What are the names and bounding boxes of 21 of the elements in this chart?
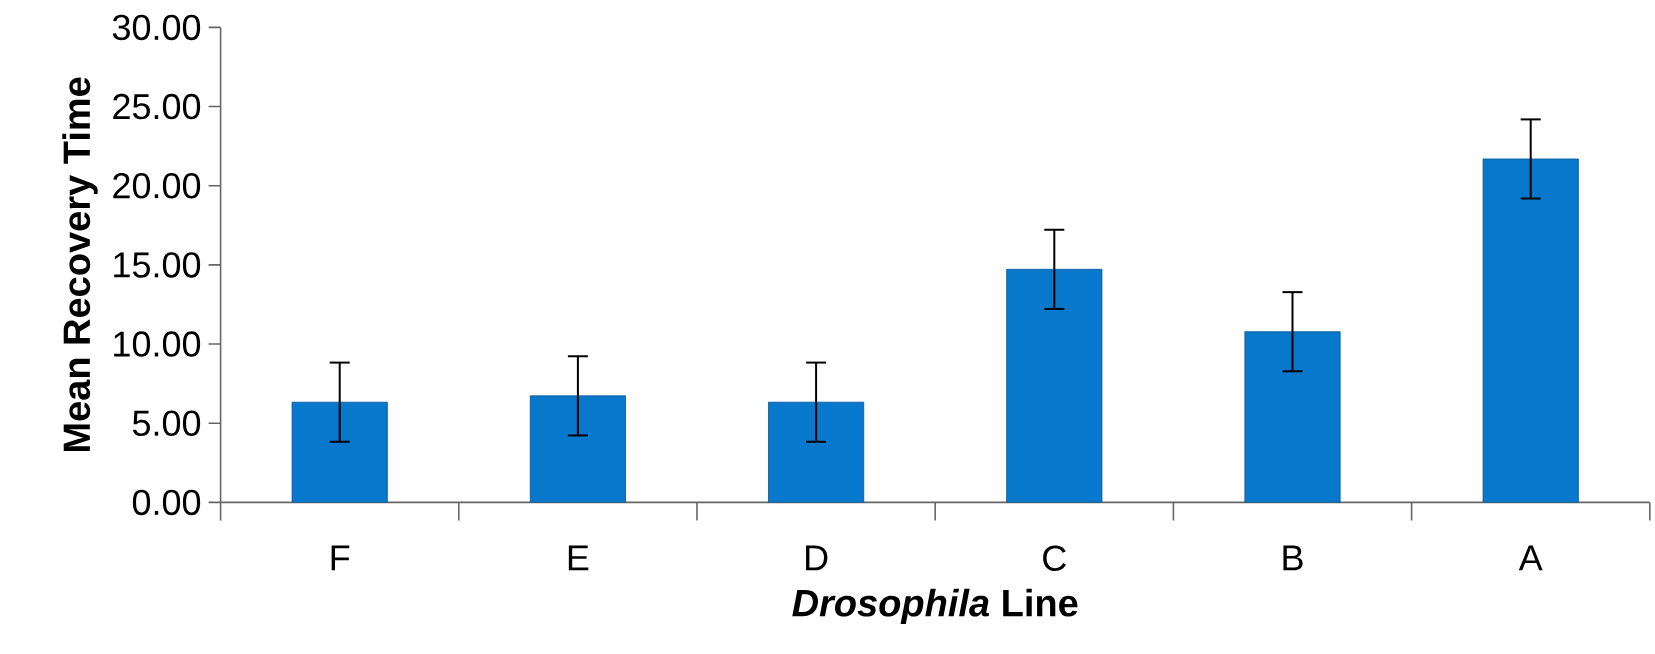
x-tick-label: E [568,545,589,571]
bar [1244,331,1341,503]
y-tick-label: 25.00 [113,93,201,120]
y-tick-label: 10.00 [114,331,201,357]
y-tick-label: 5.00 [132,410,201,436]
bar [1006,268,1103,503]
bar [768,401,865,503]
x-tick-label: C [1043,545,1066,571]
x-tick-label: B [1283,545,1303,571]
y-tick-label: 0.00 [132,489,201,516]
bar [1482,158,1579,503]
y-axis-title: Mean Recovery Time [62,77,98,452]
y-tick-label: 30.00 [112,14,201,41]
bar [529,395,626,503]
y-tick-label: 15.00 [114,252,201,278]
x-tick-label: F [331,545,350,571]
x-tick-label: A [1518,545,1543,571]
x-tick-label: D [806,545,828,571]
x-axis-title: Drosophila Line [792,588,1078,625]
bar [291,401,388,503]
y-tick-label: 20.00 [113,172,201,199]
